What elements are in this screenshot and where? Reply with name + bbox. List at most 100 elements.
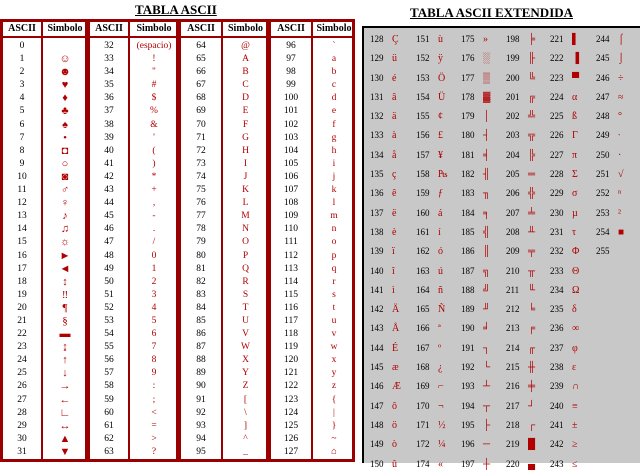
extended-symbol: │ [483, 111, 491, 123]
ascii-code-cell: 60 [104, 407, 114, 418]
ascii-code-cell: 5 [19, 106, 25, 117]
extended-entry: 235 δ [550, 300, 586, 319]
ascii-code-cell: 103 [283, 132, 299, 143]
extended-code: 222 [550, 53, 564, 64]
extended-code: 221 [550, 34, 564, 44]
extended-symbol: Θ [572, 265, 580, 277]
symbol-cell: f [332, 119, 336, 130]
ascii-code-cell: 50 [104, 276, 114, 287]
extended-entry: 184 ╕ [461, 204, 497, 223]
extended-column-1: 128 Ç 129 ü 130 é 131 â 132 ä 133 à 134 å 135 ç 136 ê 137 ë… [370, 30, 406, 474]
ascii-code-column: ASCII 0 1 2 3 4 5 6 7 8 9 10 11 12 13 14 15 16 17 18 19 20 21 2… [3, 22, 41, 459]
extended-symbol: ÿ [438, 53, 443, 65]
extended-symbol: « [438, 458, 443, 470]
symbol-cell: h [331, 145, 337, 156]
symbol-cell: § [62, 314, 68, 327]
extended-entry: 157 ¥ [416, 146, 452, 165]
symbol-cell: @ [241, 41, 250, 51]
ascii-code-cell: 88 [196, 355, 206, 366]
symbol-cell: r [332, 276, 336, 287]
extended-entry: 231 τ [550, 223, 586, 242]
ascii-code-cell: 57 [104, 368, 114, 379]
extended-code: 128 [370, 34, 384, 44]
extended-entry: 191 ┐ [461, 339, 497, 358]
extended-symbol: æ [392, 362, 399, 374]
symbol-cell: 2 [151, 276, 157, 287]
extended-code: 129 [370, 53, 384, 64]
symbol-cell: { [331, 394, 337, 405]
ascii-code-cell: 127 [283, 446, 299, 457]
extended-entry: 138 è [370, 223, 406, 242]
ascii-column-header: ASCII [3, 22, 41, 38]
ascii-code-cell: 86 [196, 329, 206, 340]
ascii-code-cell: 18 [17, 276, 27, 287]
extended-symbol: ░ [483, 53, 491, 65]
ascii-code-cell: 98 [286, 67, 296, 78]
extended-code: 202 [506, 111, 520, 122]
extended-entry: 171 ½ [416, 416, 452, 435]
extended-symbol: ì [392, 284, 395, 296]
extended-symbol: » [483, 34, 488, 45]
symbol-cell: (espacio) [136, 41, 172, 51]
extended-code: 234 [550, 284, 564, 295]
symbol-cell: ] [243, 420, 248, 431]
extended-symbol: £ [438, 130, 443, 142]
extended-entry: 237 φ [550, 339, 586, 358]
extended-entry: 143 Å [370, 319, 406, 338]
ascii-code-cell: 118 [284, 329, 298, 340]
extended-symbol: ┐ [483, 342, 491, 354]
extended-entry: 213 ╒ [506, 319, 542, 338]
extended-symbol: Ω [572, 284, 580, 296]
ascii-code-cell: 29 [17, 420, 27, 431]
extended-code: 130 [370, 72, 384, 83]
ascii-code-cell: 20 [17, 302, 27, 313]
extended-symbol: ò [392, 439, 397, 451]
extended-symbol: ╜ [483, 304, 491, 316]
symbol-cell: ▬ [59, 328, 71, 341]
ascii-code-cell: 27 [17, 394, 27, 405]
extended-code: 216 [506, 381, 520, 392]
extended-code: 207 [506, 207, 520, 218]
ascii-code-cell: 99 [286, 80, 296, 91]
extended-entry: 163 ú [416, 262, 452, 281]
extended-entry: 215 ╫ [506, 358, 542, 377]
extended-symbol: ≈ [618, 91, 624, 103]
symbol-cell: ‼ [61, 288, 69, 301]
symbol-cell: c [331, 80, 337, 91]
symbol-cell: ↕ [62, 275, 68, 288]
extended-symbol: ╡ [483, 149, 491, 161]
extended-code: 132 [370, 111, 384, 122]
extended-symbol: α [572, 91, 578, 103]
extended-entry: 133 à [370, 126, 406, 145]
ascii-code-cell: 89 [196, 368, 206, 379]
ascii-code-cell: 66 [196, 67, 206, 78]
extended-symbol: ─ [483, 439, 491, 451]
extended-entry: 164 ñ [416, 281, 452, 300]
extended-code: 131 [370, 91, 384, 102]
extended-code: 169 [416, 381, 430, 392]
extended-code: 229 [550, 188, 564, 199]
extended-column-5: 221 ▌ 222 ▐ 223 ▀ 224 α 225 ß 226 Γ 227 π 228 Σ 229 σ 230 µ… [550, 30, 586, 474]
extended-entry: 242 ≥ [550, 435, 586, 454]
symbol-cell: v [331, 329, 337, 340]
symbol-cell: ) [152, 158, 156, 169]
symbol-cell: B [242, 67, 249, 78]
symbol-cell: 0 [151, 250, 157, 261]
extended-code: 184 [461, 207, 475, 218]
extended-symbol: ó [438, 246, 443, 258]
extended-symbol: ⌐ [438, 381, 444, 393]
extended-symbol: ¿ [438, 362, 443, 374]
extended-symbol: ⌡ [618, 53, 625, 65]
extended-symbol: ╗ [483, 265, 491, 277]
ascii-code-cell: 24 [17, 355, 27, 366]
symbol-cell: ^ [243, 433, 248, 444]
extended-code: 196 [461, 439, 475, 450]
extended-code: 252 [596, 188, 610, 199]
ascii-code-cell: 21 [17, 315, 27, 326]
symbol-cell: s [332, 289, 336, 300]
extended-symbol: ≤ [572, 458, 578, 470]
symbol-cell: > [151, 433, 157, 444]
extended-entry: 250 · [596, 146, 632, 165]
symbol-cell: / [152, 237, 156, 248]
symbol-cell: 6 [151, 329, 157, 340]
